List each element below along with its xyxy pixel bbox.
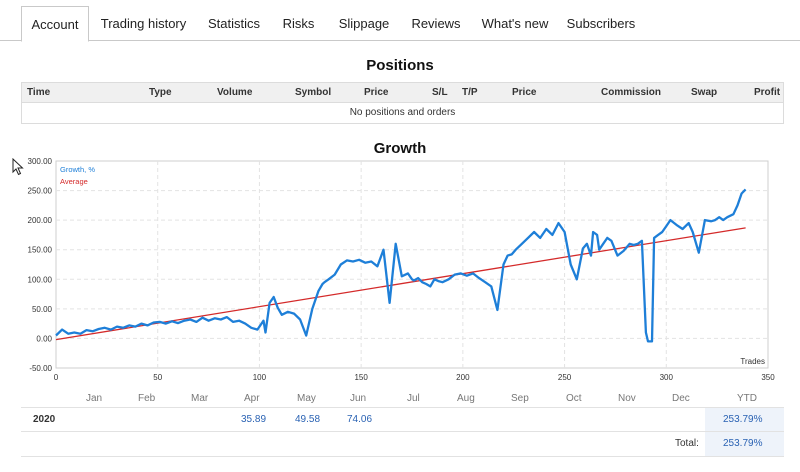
- month-dec: Dec: [672, 393, 690, 404]
- ytd-column-total: [705, 432, 784, 456]
- x-tick-label: 150: [354, 373, 368, 382]
- mouse-pointer-icon: [12, 158, 24, 176]
- y-tick-label: -50.00: [29, 364, 52, 373]
- month-aug: Aug: [457, 393, 475, 404]
- y-tick-label: 0.00: [36, 334, 52, 343]
- col-symbol: Symbol: [295, 87, 332, 98]
- total-label: Total:: [675, 438, 699, 449]
- positions-table: Time Type Volume Symbol Price S/L T/P Pr…: [21, 82, 784, 124]
- col-sl: S/L: [432, 87, 448, 98]
- value-may[interactable]: 49.58: [295, 414, 321, 425]
- year-label: 2020: [33, 414, 56, 425]
- value-jun[interactable]: 74.06: [347, 414, 373, 425]
- value-apr[interactable]: 35.89: [241, 414, 267, 425]
- y-tick-label: 250.00: [28, 187, 53, 196]
- col-volume: Volume: [217, 87, 253, 98]
- month-feb: Feb: [138, 393, 156, 404]
- month-oct: Oct: [566, 393, 582, 404]
- positions-title: Positions: [366, 57, 434, 74]
- col-commission: Commission: [601, 87, 662, 98]
- x-tick-label: 100: [253, 373, 267, 382]
- x-axis-label: Trades: [740, 357, 765, 366]
- total-value: 253.79%: [723, 438, 763, 449]
- positions-empty-message: No positions and orders: [349, 107, 456, 118]
- y-tick-label: 300.00: [28, 157, 53, 166]
- month-apr: Apr: [244, 393, 260, 404]
- year-row-2020: 2020 35.89 49.58 74.06 253.79%: [21, 407, 784, 432]
- legend-growth: Growth, %: [60, 165, 95, 174]
- growth-title: Growth: [373, 140, 427, 157]
- month-nov: Nov: [618, 393, 636, 404]
- x-tick-label: 50: [153, 373, 162, 382]
- month-ytd: YTD: [737, 393, 757, 404]
- monthly-table: Jan Feb Mar Apr May Jun Jul Aug Sep Oct …: [21, 390, 784, 408]
- col-price: Price: [364, 87, 389, 98]
- monthly-header-row: Jan Feb Mar Apr May Jun Jul Aug Sep Oct …: [21, 390, 784, 408]
- tab-statistics[interactable]: Statistics: [207, 16, 260, 31]
- growth-chart: -50.00 0.00 50.00 100.00 150.00 200.00 250.00 3…: [28, 157, 776, 382]
- positions-header-row: Time Type Volume Symbol Price S/L T/P Pr…: [22, 83, 783, 103]
- ytd-column: [705, 408, 784, 431]
- y-tick-label: 150.00: [28, 246, 53, 255]
- tab-bar: Account Trading history Statistics Risks…: [0, 0, 800, 42]
- tab-risks[interactable]: Risks: [282, 16, 315, 31]
- tab-trading-history[interactable]: Trading history: [100, 16, 187, 31]
- series-growth-line: [55, 188, 747, 343]
- col-price-close: Price: [512, 87, 537, 98]
- legend-average: Average: [60, 177, 88, 186]
- col-time: Time: [27, 87, 51, 98]
- col-tp: T/P: [462, 87, 478, 98]
- x-tick-label: 300: [660, 373, 674, 382]
- tab-subscribers[interactable]: Subscribers: [566, 16, 636, 31]
- total-row: Total: 253.79%: [21, 432, 784, 457]
- month-sep: Sep: [511, 393, 529, 404]
- y-tick-label: 100.00: [28, 275, 53, 284]
- tab-reviews[interactable]: Reviews: [411, 16, 461, 31]
- x-tick-label: 200: [456, 373, 470, 382]
- month-may: May: [297, 393, 316, 404]
- tab-account[interactable]: Account: [21, 6, 89, 42]
- plot-area: [55, 160, 769, 369]
- col-type: Type: [149, 87, 172, 98]
- x-tick-label: 0: [54, 373, 59, 382]
- month-jun: Jun: [350, 393, 367, 404]
- month-mar: Mar: [191, 393, 209, 404]
- x-tick-label: 350: [761, 373, 775, 382]
- tab-whats-new[interactable]: What's new: [481, 16, 549, 31]
- y-tick-label: 50.00: [32, 305, 53, 314]
- month-jul: Jul: [407, 393, 420, 404]
- y-tick-label: 200.00: [28, 216, 53, 225]
- value-ytd[interactable]: 253.79%: [723, 414, 763, 425]
- tab-slippage[interactable]: Slippage: [338, 16, 390, 31]
- col-swap: Swap: [691, 87, 718, 98]
- col-profit: Profit: [754, 87, 781, 98]
- month-jan: Jan: [86, 393, 103, 404]
- x-tick-label: 250: [558, 373, 572, 382]
